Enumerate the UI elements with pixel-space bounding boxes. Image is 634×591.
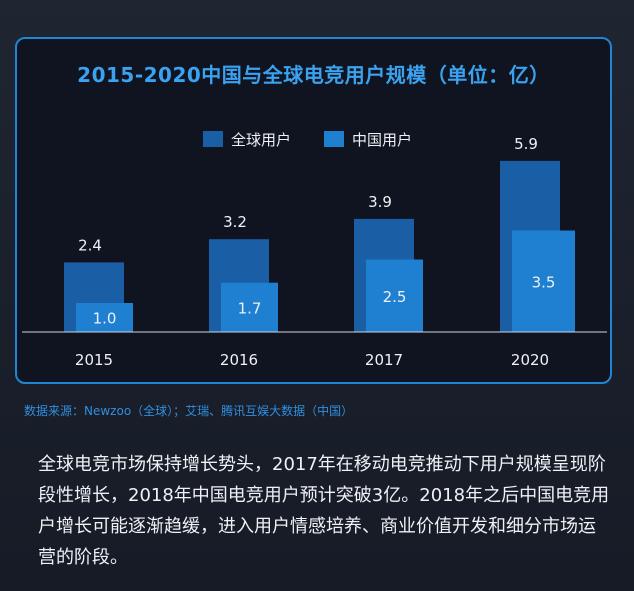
data-label-china-2015: 1.0 (93, 310, 117, 328)
bar-chart: 2.4 3.2 3.9 5.9 1.0 1.7 2.5 3.5 2015 2016 2017 2020… (22, 131, 607, 369)
legend-label-global: 全球用户 (231, 131, 291, 149)
bar-china-2015 (76, 303, 133, 332)
data-label-global-2016: 3.2 (223, 213, 247, 231)
chart-title: 2015-2020中国与全球电竞用户规模（单位：亿） (77, 63, 550, 87)
chart-card: 2015-2020中国与全球电竞用户规模（单位：亿） 2.4 3.2 3.9 5.9 1… (15, 37, 612, 384)
x-tick-label-2020: 2020 (511, 351, 549, 369)
legend-swatch-china (324, 131, 344, 147)
legend-swatch-global (203, 131, 223, 147)
x-tick-label-2017: 2017 (365, 351, 403, 369)
bar-china-2017 (366, 259, 423, 332)
data-label-global-2020: 5.9 (514, 135, 538, 153)
data-label-china-2017: 2.5 (383, 288, 407, 306)
x-tick-label-2015: 2015 (75, 351, 113, 369)
data-label-global-2015: 2.4 (78, 236, 102, 254)
source-note: 数据来源：Newzoo（全球）；艾瑞、腾讯互娱大数据（中国） (24, 404, 354, 418)
data-label-china-2020: 3.5 (532, 273, 556, 291)
legend-label-china: 中国用户 (352, 131, 412, 149)
bar-china-2016 (221, 282, 278, 332)
data-label-china-2016: 1.7 (238, 299, 262, 317)
bar-china-2020 (512, 230, 575, 332)
data-label-global-2017: 3.9 (368, 193, 392, 211)
description-paragraph: 全球电竞市场保持增长势头，2017年在移动电竞推动下用户规模呈现阶段性增长，20… (38, 454, 610, 568)
x-tick-label-2016: 2016 (220, 351, 258, 369)
